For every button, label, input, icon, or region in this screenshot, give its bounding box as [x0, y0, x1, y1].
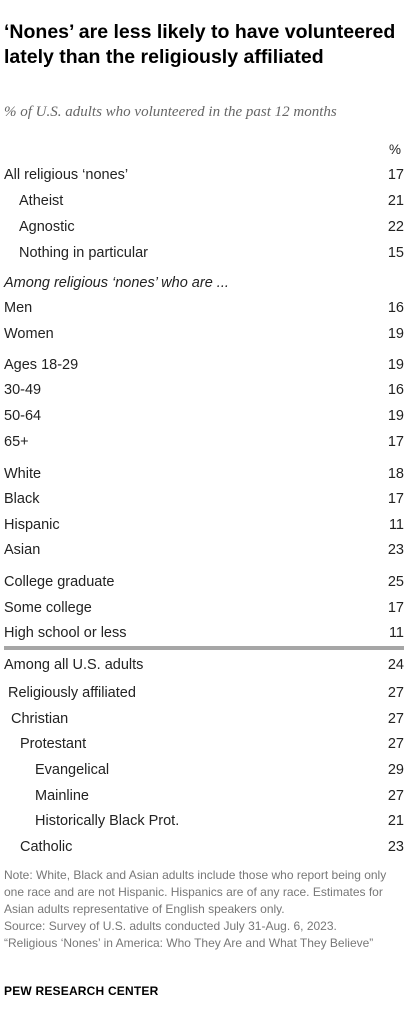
row-value: 17 [387, 600, 404, 616]
source-text: Source: Survey of U.S. adults conducted … [4, 919, 337, 933]
row-value: 18 [387, 466, 404, 482]
row-label: Religiously affiliated [8, 685, 136, 701]
row-label: 50-64 [4, 408, 42, 424]
value-column-header: % [388, 142, 401, 157]
row-value: 23 [387, 542, 404, 558]
row-label: Men [4, 300, 33, 316]
row-value: 25 [387, 574, 404, 590]
row-value: 22 [387, 219, 404, 235]
row-value: 16 [387, 300, 404, 316]
row-label: Hispanic [4, 517, 60, 533]
row-label: College graduate [4, 574, 115, 590]
row-value: 23 [387, 839, 404, 855]
row-label: Protestant [20, 736, 87, 752]
row-label: Mainline [35, 788, 89, 804]
row-value: 27 [387, 736, 404, 752]
row-label: Black [4, 491, 40, 507]
row-label: 30-49 [4, 382, 42, 398]
row-label: Among all U.S. adults [4, 657, 144, 673]
row-label: All religious ‘nones’ [4, 167, 129, 183]
section-heading: Among religious ‘nones’ who are ... [4, 275, 229, 291]
report-title: “Religious ‘Nones’ in America: Who They … [4, 936, 374, 950]
row-value: 16 [387, 382, 404, 398]
chart-note: Note: White, Black and Asian adults incl… [4, 867, 409, 952]
row-label: White [4, 466, 42, 482]
row-value: 27 [387, 711, 404, 727]
note-text: Note: White, Black and Asian adults incl… [4, 868, 387, 916]
row-value: 19 [387, 408, 404, 424]
row-value: 19 [387, 357, 404, 373]
row-label: Atheist [19, 193, 64, 209]
row-value: 17 [387, 434, 404, 450]
row-value: 27 [387, 685, 404, 701]
row-label: Christian [11, 711, 69, 727]
row-value: 17 [387, 491, 404, 507]
row-label: Historically Black Prot. [35, 813, 180, 829]
row-label: Nothing in particular [19, 245, 148, 261]
row-label: High school or less [4, 625, 127, 641]
brand-logo-text: PEW RESEARCH CENTER [4, 984, 159, 998]
row-value: 15 [387, 245, 404, 261]
row-value: 29 [387, 762, 404, 778]
row-value: 21 [387, 813, 404, 829]
chart-title: ‘Nones’ are less likely to have voluntee… [4, 21, 396, 68]
row-value: 17 [387, 167, 404, 183]
row-value: 21 [387, 193, 404, 209]
row-label: Some college [4, 600, 92, 616]
row-value: 27 [387, 788, 404, 804]
row-label: Agnostic [19, 219, 75, 235]
chart-subtitle: % of U.S. adults who volunteered in the … [4, 104, 337, 120]
row-value: 11 [388, 625, 404, 641]
row-value: 11 [388, 517, 404, 533]
row-label: Asian [4, 542, 41, 558]
row-label: Ages 18-29 [4, 357, 79, 373]
row-label: 65+ [4, 434, 29, 450]
section-divider [4, 646, 404, 650]
row-label: Evangelical [35, 762, 110, 778]
row-label: Catholic [20, 839, 73, 855]
row-value: 19 [387, 326, 404, 342]
row-value: 24 [387, 657, 404, 673]
row-label: Women [4, 326, 54, 342]
